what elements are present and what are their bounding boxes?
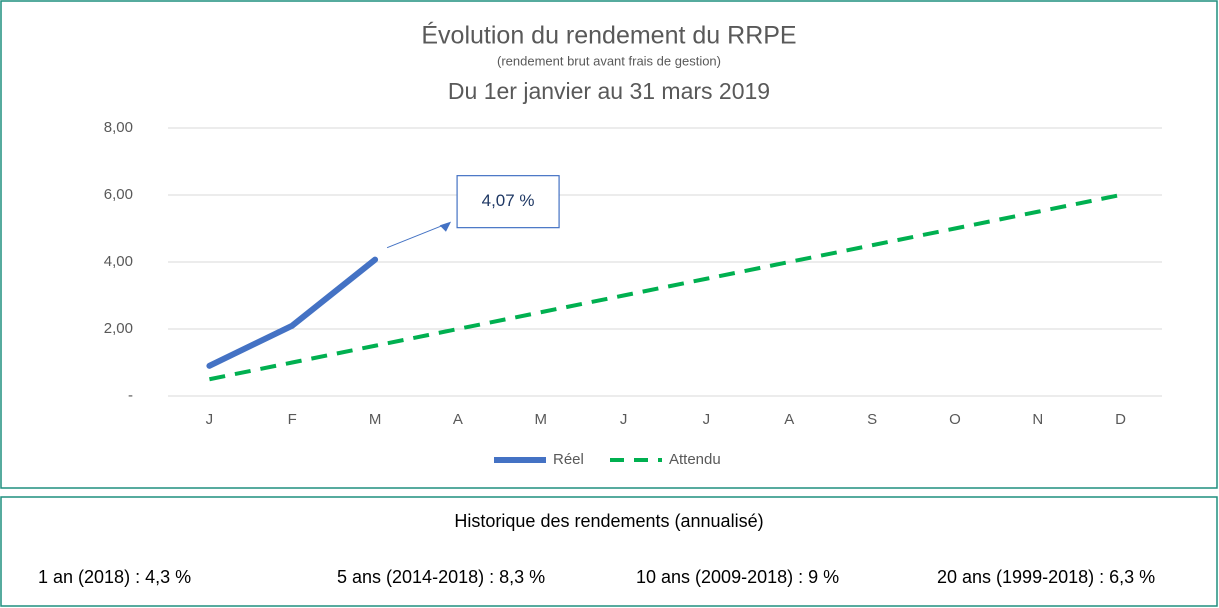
chart-period: Du 1er janvier au 31 mars 2019 — [448, 78, 770, 104]
x-tick-label: J — [703, 411, 711, 428]
x-tick-label: S — [867, 411, 877, 428]
y-tick-label: 6,00 — [104, 186, 133, 203]
series-line — [206, 256, 379, 369]
history-item: 5 ans (2014-2018) : 8,3 % — [337, 567, 545, 587]
x-tick-label: A — [453, 411, 463, 428]
history-item: 10 ans (2009-2018) : 9 % — [636, 567, 839, 587]
x-tick-label: D — [1115, 411, 1126, 428]
y-tick-label: 8,00 — [104, 119, 133, 136]
y-tick-label: 4,00 — [104, 253, 133, 270]
x-tick-label: J — [206, 411, 214, 428]
x-tick-label: O — [949, 411, 961, 428]
history-frame — [0, 496, 1218, 607]
y-tick-label: - — [128, 387, 133, 404]
chart-subtitle: (rendement brut avant frais de gestion) — [497, 53, 721, 68]
x-tick-label: N — [1032, 411, 1043, 428]
x-tick-label: M — [535, 411, 548, 428]
x-tick-label: M — [369, 411, 382, 428]
annotation-label: 4,07 % — [482, 191, 535, 210]
legend-label: Réel — [553, 451, 584, 468]
x-tick-label: F — [288, 411, 297, 428]
history-item: 1 an (2018) : 4,3 % — [38, 567, 191, 587]
annotation-arrowhead — [439, 221, 452, 232]
legend-label: Attendu — [669, 451, 721, 468]
x-tick-label: J — [620, 411, 628, 428]
chart-title: Évolution du rendement du RRPE — [421, 21, 796, 50]
chart-frame — [0, 0, 1218, 489]
y-tick-label: 2,00 — [104, 320, 133, 337]
x-tick-label: A — [784, 411, 794, 428]
history-title: Historique des rendements (annualisé) — [454, 511, 763, 531]
annotation-box — [456, 175, 560, 229]
annotation-arrow — [386, 223, 448, 249]
history-item: 20 ans (1999-2018) : 6,3 % — [937, 567, 1155, 587]
